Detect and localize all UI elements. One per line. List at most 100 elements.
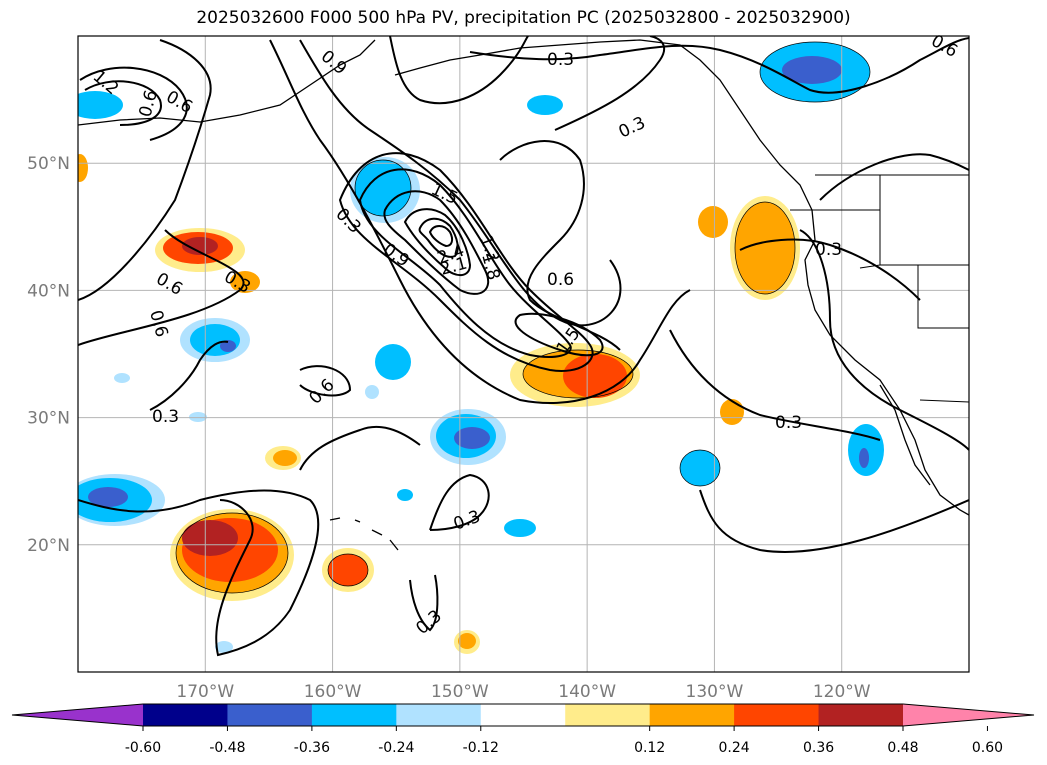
colorbar-tick-label: 0.36 — [803, 740, 834, 756]
contour-label: 0.3 — [547, 50, 574, 70]
latitude-label: 30°N — [27, 409, 70, 429]
pv-contour — [78, 39, 212, 301]
border-mexico — [919, 399, 969, 403]
pv-contour — [299, 425, 421, 471]
pv-contour — [429, 473, 490, 531]
colorbar-segment — [649, 704, 735, 726]
colorbar-segment — [818, 704, 904, 726]
precip-blob-pos — [182, 520, 238, 556]
precip-blob-neg — [454, 427, 490, 449]
pv-contour — [409, 574, 439, 632]
longitude-label: 150°W — [431, 682, 489, 702]
coastlines — [78, 39, 969, 551]
colorbar-tick-label: 0.24 — [719, 740, 750, 756]
pv-contour — [269, 39, 691, 404]
precip-blob-pos — [458, 633, 476, 649]
pv-contour — [383, 190, 490, 295]
colorbar-extend-high — [903, 704, 1034, 726]
precip-shading — [78, 42, 884, 654]
colorbar-segment — [311, 704, 397, 726]
precip-blob-neg — [215, 641, 233, 653]
precip-blob-neg — [504, 519, 536, 537]
precip-blob-neg — [527, 95, 563, 115]
pv-contour — [79, 66, 188, 141]
pv-contour — [358, 168, 572, 358]
pv-contour — [739, 238, 921, 301]
pv-contour — [299, 365, 352, 397]
pv-contour — [469, 37, 969, 94]
map-title: 2025032600 F000 500 hPa PV, precipitatio… — [196, 8, 851, 28]
longitude-label: 120°W — [813, 682, 871, 702]
precip-blob-neg — [220, 340, 236, 352]
precip-blob-neg — [365, 385, 379, 399]
colorbar-segment — [143, 704, 228, 726]
precip-blob-pos — [273, 450, 297, 466]
pv-contour — [699, 489, 969, 553]
colorbar-segment — [227, 704, 313, 726]
precip-blob-pos — [720, 399, 744, 425]
colorbar-tick-label: -0.48 — [209, 740, 245, 756]
pv-contour — [299, 39, 622, 327]
pv-contour — [819, 153, 969, 201]
colorbar-segment — [565, 704, 651, 726]
precip-blob-neg — [680, 450, 720, 486]
pv-contour — [338, 152, 594, 372]
pv-contour — [554, 36, 666, 131]
pv-contour — [418, 217, 459, 258]
colorbar-tick-label: 0.60 — [972, 740, 1003, 756]
pv-contours — [78, 36, 969, 657]
colorbar-tick-label: 0.12 — [634, 740, 665, 756]
map-frame — [77, 35, 970, 673]
precip-blob-pos — [735, 202, 795, 294]
colorbar-segment — [734, 704, 820, 726]
pv-contour — [78, 229, 245, 346]
contour-label: 0.3 — [152, 407, 179, 427]
colorbar-segment — [396, 704, 482, 726]
contour-label: 0.6 — [547, 270, 574, 290]
pv-contour — [428, 225, 454, 248]
longitude-label: 140°W — [558, 682, 616, 702]
longitude-labels: 170°W 160°W 150°W 140°W 130°W 120°W — [176, 682, 870, 702]
precip-blob-neg — [355, 160, 411, 216]
colorbar-tick-label: 0.48 — [887, 740, 918, 756]
colorbar-segment — [480, 704, 566, 726]
pv-contour — [84, 80, 162, 126]
latitude-label: 20°N — [27, 536, 70, 556]
latitude-labels: 20°N 30°N 40°N 50°N — [27, 154, 70, 556]
pv-contour — [403, 208, 472, 277]
pv-contour — [389, 36, 529, 105]
pv-contour — [149, 340, 229, 411]
precip-blob-pos — [182, 237, 218, 255]
longitude-label: 130°W — [686, 682, 744, 702]
colorbar-extend-low — [12, 704, 143, 726]
pv-contour — [499, 140, 621, 351]
colorbar-tick-label: -0.24 — [378, 740, 414, 756]
precip-blob-pos — [78, 154, 88, 182]
precip-blob-neg — [78, 91, 123, 119]
contour-label: 0.3 — [815, 240, 842, 260]
precip-blob-pos — [698, 206, 728, 238]
coastline-aleutians — [78, 39, 376, 126]
precip-blob-pos — [328, 554, 368, 586]
contour-label: 0.3 — [775, 413, 802, 433]
precip-blob-neg — [114, 373, 130, 383]
precip-blob-neg — [375, 344, 411, 380]
colorbar-tick-label: -0.36 — [294, 740, 330, 756]
precip-blob-neg — [189, 412, 207, 422]
precip-blob-pos — [563, 354, 627, 398]
pv-contour — [78, 489, 320, 657]
coastline-north-america — [394, 39, 969, 516]
coastline-baja — [879, 384, 931, 486]
colorbar-tick-label: -0.12 — [463, 740, 499, 756]
state-borders — [790, 174, 969, 329]
pv-contour — [799, 229, 969, 451]
coastline-hawaii — [329, 517, 399, 551]
latitude-label: 50°N — [27, 154, 70, 174]
precip-blob-pos — [230, 271, 260, 293]
colorbar-tick-label: -0.60 — [125, 740, 161, 756]
pv-contour — [669, 329, 881, 441]
longitude-label: 170°W — [176, 682, 234, 702]
longitude-label: 160°W — [304, 682, 362, 702]
precip-blob-neg — [859, 448, 869, 468]
